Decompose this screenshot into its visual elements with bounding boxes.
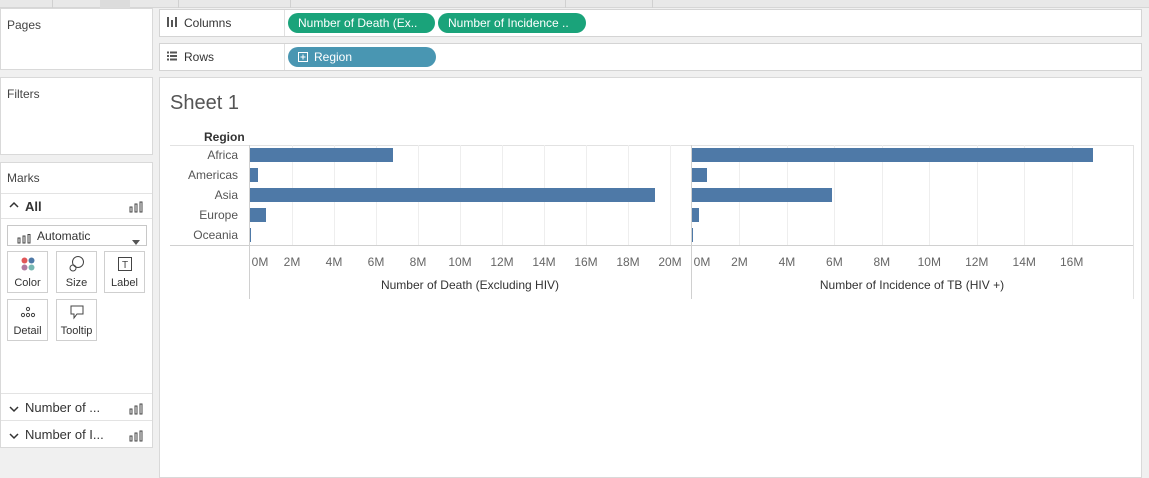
pages-panel[interactable]: Pages xyxy=(0,8,153,70)
columns-shelf[interactable]: Columns Number of Death (Ex.. Number of … xyxy=(159,9,1142,37)
filters-panel[interactable]: Filters xyxy=(0,77,153,155)
pane-left-border xyxy=(249,145,250,299)
row-label-europe: Europe xyxy=(199,208,238,222)
detail-label: Detail xyxy=(13,325,42,337)
size-icon xyxy=(68,255,86,273)
collapse-chevron-icon[interactable] xyxy=(8,199,20,214)
x-axis-title-death: Number of Death (Excluding HIV) xyxy=(380,278,560,292)
row-label-asia: Asia xyxy=(214,188,238,202)
toolbar-tab-divider xyxy=(178,0,179,8)
text-label-icon: T xyxy=(116,255,134,273)
measure-label: Number of ... xyxy=(25,400,101,415)
pane-divider xyxy=(691,145,692,299)
marks-card: Marks All Automatic Color Size T xyxy=(0,162,153,448)
row-label-column: Africa Americas Asia Europe Oceania xyxy=(170,145,244,245)
marks-title: Marks xyxy=(7,171,40,185)
svg-text:T: T xyxy=(121,260,127,271)
toolbar-tab-divider xyxy=(565,0,566,8)
size-label: Size xyxy=(65,277,88,289)
detail-dots-icon xyxy=(19,303,37,321)
bar-chart-icon xyxy=(129,402,143,420)
toolbar-tab-divider xyxy=(52,0,53,8)
label-button[interactable]: T Label xyxy=(104,251,145,293)
chevron-down-icon[interactable] xyxy=(8,429,20,447)
columns-label-text: Columns xyxy=(184,16,232,30)
chart-axis-line xyxy=(170,245,1133,246)
measure-row-death[interactable]: Number of ... xyxy=(1,393,152,420)
chevron-down-icon[interactable] xyxy=(8,402,20,420)
tooltip-button[interactable]: Tooltip xyxy=(56,299,97,341)
pane-right-border xyxy=(1133,145,1134,299)
row-header-region: Region xyxy=(204,130,245,144)
measure-label: Number of I... xyxy=(25,427,104,442)
top-toolbar-strip xyxy=(0,0,1149,8)
tooltip-label: Tooltip xyxy=(60,325,93,337)
rows-shelf[interactable]: Rows Region xyxy=(159,43,1142,71)
column-pill-incidence[interactable]: Number of Incidence .. xyxy=(438,13,586,33)
columns-shelf-label: Columns xyxy=(166,10,231,36)
color-icon xyxy=(19,255,37,273)
column-pill-death[interactable]: Number of Death (Ex.. xyxy=(288,13,435,33)
filters-title: Filters xyxy=(7,87,40,101)
expand-plus-icon xyxy=(298,52,308,62)
sheet-canvas xyxy=(159,77,1142,478)
row-label-oceania: Oceania xyxy=(193,228,238,242)
rows-label-text: Rows xyxy=(184,50,215,64)
columns-icon xyxy=(166,16,178,31)
toolbar-tab-divider xyxy=(290,0,291,8)
bar-chart-icon xyxy=(17,231,31,249)
row-pill-label: Region xyxy=(314,50,353,64)
row-pill-region[interactable]: Region xyxy=(288,47,436,67)
chevron-down-icon xyxy=(132,233,140,251)
marks-all-label: All xyxy=(25,199,42,214)
x-axis-title-incidence: Number of Incidence of TB (HIV +) xyxy=(819,278,1005,292)
shelf-divider xyxy=(284,44,285,70)
chart-top-border xyxy=(170,145,1133,146)
toolbar-tab-divider xyxy=(652,0,653,8)
pages-title: Pages xyxy=(7,18,42,32)
rows-icon xyxy=(166,50,178,65)
bar-chart-icon xyxy=(129,200,143,218)
bar-chart-icon xyxy=(129,429,143,447)
tooltip-icon xyxy=(68,303,86,321)
sheet-title: Sheet 1 xyxy=(170,92,239,114)
toolbar-tab-active[interactable] xyxy=(100,0,130,8)
mark-type-dropdown[interactable]: Automatic xyxy=(7,225,147,246)
rows-shelf-label: Rows xyxy=(166,44,214,70)
label-label: Label xyxy=(111,277,138,289)
shelf-divider xyxy=(284,10,285,36)
row-label-africa: Africa xyxy=(207,148,238,162)
row-label-americas: Americas xyxy=(187,168,238,182)
color-label: Color xyxy=(14,277,41,289)
size-button[interactable]: Size xyxy=(56,251,97,293)
detail-button[interactable]: Detail xyxy=(7,299,48,341)
mark-type-value: Automatic xyxy=(37,229,91,243)
measure-row-incidence[interactable]: Number of I... xyxy=(1,420,152,447)
color-button[interactable]: Color xyxy=(7,251,48,293)
marks-all-row[interactable]: All xyxy=(1,193,152,219)
